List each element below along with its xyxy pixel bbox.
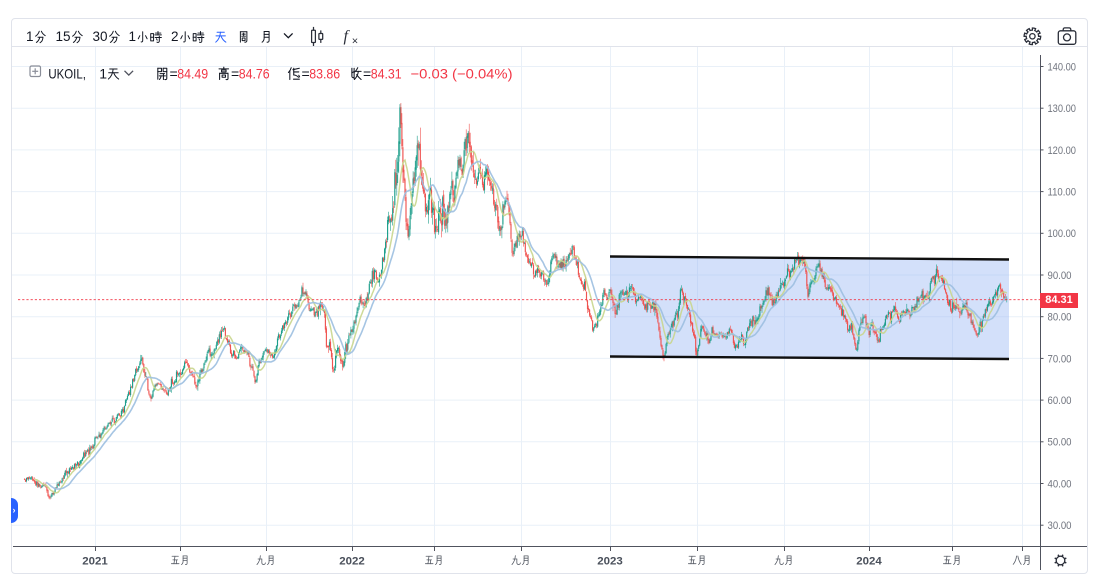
svg-text:50.00: 50.00 <box>1048 437 1072 449</box>
svg-text:90.00: 90.00 <box>1048 270 1072 282</box>
svg-text:−0.03 (−0.04%): −0.03 (−0.04%) <box>411 65 513 81</box>
svg-text:83.86: 83.86 <box>309 65 340 81</box>
svg-text:80.00: 80.00 <box>1048 312 1072 324</box>
svg-text:f: f <box>344 28 351 45</box>
svg-text:=: = <box>302 65 310 81</box>
svg-text:2024: 2024 <box>856 555 882 567</box>
svg-text:2021: 2021 <box>82 555 108 567</box>
svg-text:60.00: 60.00 <box>1048 395 1072 407</box>
svg-text:1: 1 <box>99 65 107 81</box>
svg-text:30.00: 30.00 <box>1048 520 1072 532</box>
svg-text:120.00: 120.00 <box>1048 145 1077 157</box>
svg-text:140.00: 140.00 <box>1048 61 1077 73</box>
svg-text:70.00: 70.00 <box>1048 353 1072 365</box>
svg-text:2022: 2022 <box>339 555 365 567</box>
svg-text:=: = <box>231 65 239 81</box>
svg-text:2: 2 <box>171 29 179 44</box>
svg-text:30: 30 <box>93 29 108 44</box>
svg-text:1: 1 <box>129 29 137 44</box>
svg-text:40.00: 40.00 <box>1048 478 1072 490</box>
svg-text:15: 15 <box>56 29 71 44</box>
svg-text:110.00: 110.00 <box>1048 187 1077 199</box>
svg-text:×: × <box>352 35 358 47</box>
svg-text:130.00: 130.00 <box>1048 103 1077 115</box>
svg-text:=: = <box>170 65 178 81</box>
svg-text:1: 1 <box>26 29 34 44</box>
svg-text:84.76: 84.76 <box>239 65 270 81</box>
svg-text:84.49: 84.49 <box>177 65 208 81</box>
svg-text:100.00: 100.00 <box>1048 228 1077 240</box>
svg-text:84.31: 84.31 <box>371 65 402 81</box>
svg-text:2023: 2023 <box>597 555 623 567</box>
svg-text:=: = <box>363 65 371 81</box>
svg-text:UKOIL,: UKOIL, <box>48 65 86 81</box>
